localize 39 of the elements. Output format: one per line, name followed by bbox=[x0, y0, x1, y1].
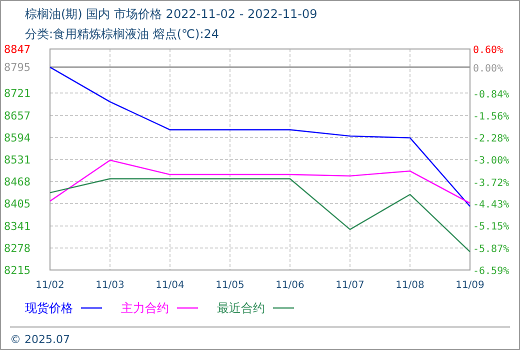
y2-tick-label: 0.00% bbox=[473, 63, 504, 74]
x-tick-label: 11/03 bbox=[96, 280, 124, 291]
legend-label: 最近合约 bbox=[217, 301, 265, 315]
x-tick-label: 11/08 bbox=[396, 280, 424, 291]
legend-label: 主力合约 bbox=[121, 301, 169, 315]
y-tick-label: 8847 bbox=[4, 43, 30, 56]
y2-tick-label: -6.59% bbox=[473, 266, 510, 277]
y2-tick-label: -1.56% bbox=[473, 111, 510, 122]
y-tick-label: 8405 bbox=[4, 198, 30, 211]
x-tick-label: 11/04 bbox=[156, 280, 184, 291]
y2-tick-label: -3.00% bbox=[473, 156, 510, 167]
y2-tick-label: -3.72% bbox=[473, 178, 510, 189]
y-tick-label: 8795 bbox=[4, 61, 30, 74]
y-tick-label: 8531 bbox=[4, 154, 30, 166]
line-series bbox=[49, 66, 471, 207]
x-tick-label: 11/09 bbox=[456, 280, 484, 291]
y-tick-label: 8468 bbox=[4, 176, 30, 189]
x-tick-label: 11/02 bbox=[36, 280, 64, 291]
x-tick-label: 11/05 bbox=[216, 280, 244, 291]
y2-tick-label: -5.15% bbox=[473, 222, 510, 233]
line-series bbox=[49, 160, 471, 204]
y-tick-label: 8341 bbox=[4, 220, 30, 233]
y-tick-label: 8721 bbox=[4, 87, 30, 100]
y2-tick-label: -0.84% bbox=[473, 89, 510, 100]
y2-tick-label: -5.87% bbox=[473, 244, 510, 255]
y2-tick-label: -2.28% bbox=[473, 134, 510, 145]
y2-tick-label: -4.43% bbox=[473, 200, 510, 211]
x-tick-label: 11/07 bbox=[336, 280, 364, 291]
y2-tick-label: 0.60% bbox=[473, 45, 504, 56]
x-tick-label: 11/06 bbox=[276, 280, 304, 291]
line-series bbox=[49, 178, 471, 252]
chart-subtitle: 分类:食用精炼棕榈液油 熔点(℃):24 bbox=[25, 27, 220, 41]
y-tick-label: 8594 bbox=[4, 131, 31, 144]
y-tick-label: 8215 bbox=[4, 264, 30, 277]
chart-title: 棕榈油(期) 国内 市场价格 2022-11-02 - 2022-11-09 bbox=[25, 7, 318, 21]
y-tick-label: 8657 bbox=[4, 109, 30, 122]
text: © 2025.07 bbox=[10, 333, 70, 346]
y-tick-label: 8278 bbox=[4, 242, 30, 255]
legend-label: 现货价格 bbox=[25, 301, 73, 315]
